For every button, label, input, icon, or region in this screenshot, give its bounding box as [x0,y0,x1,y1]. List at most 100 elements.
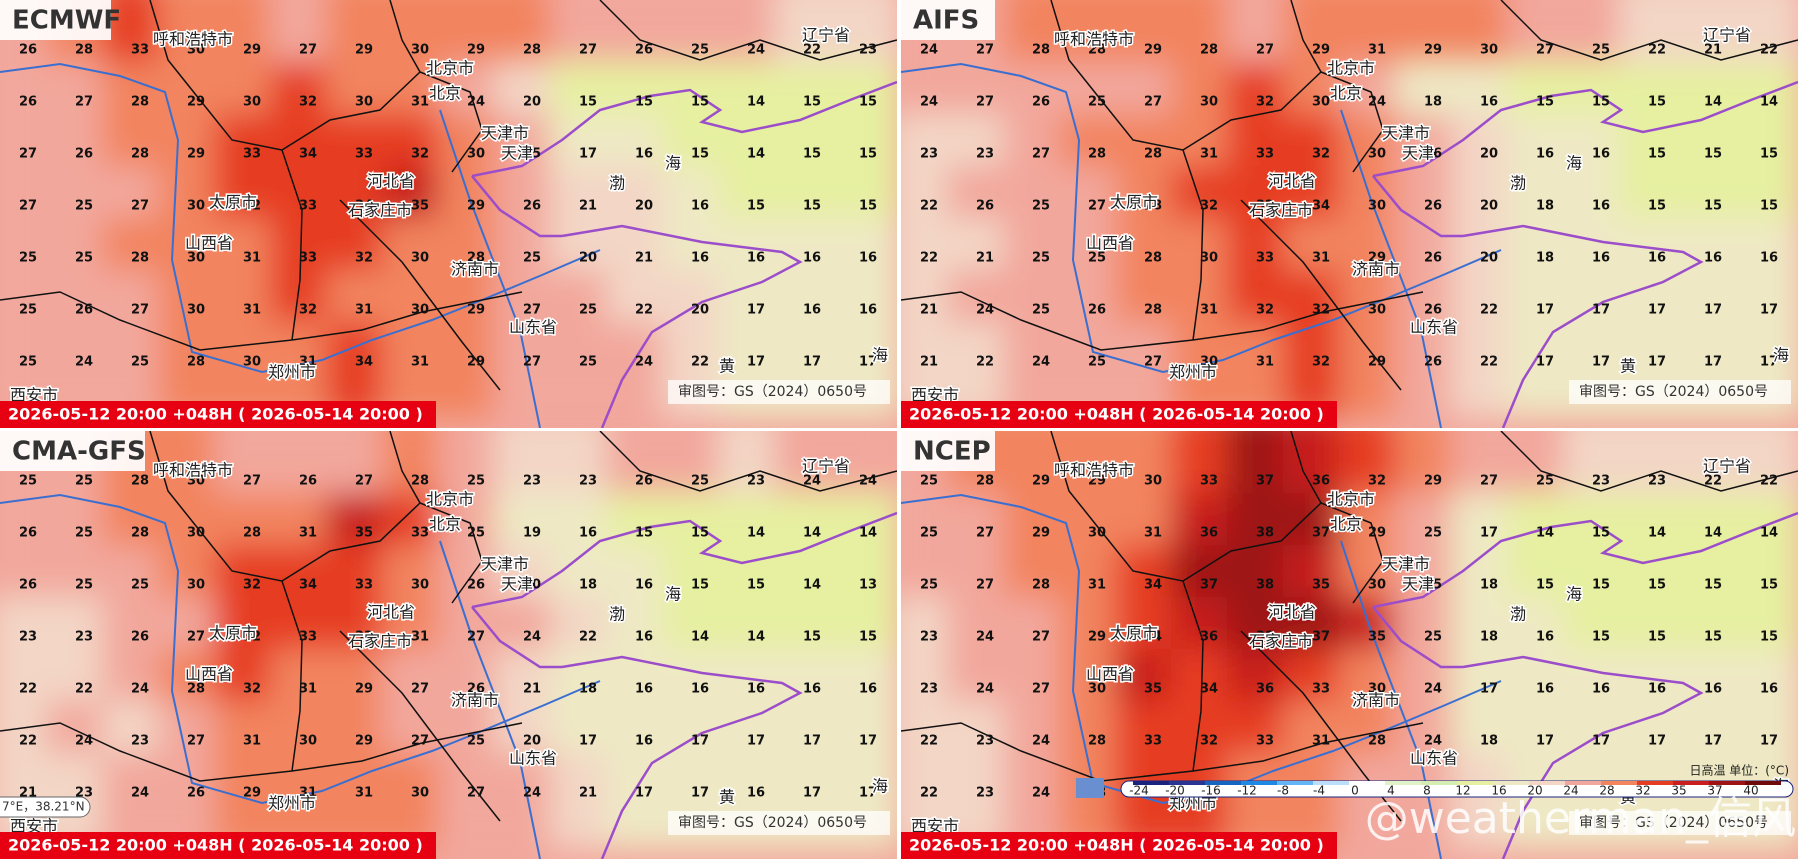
temperature-label: 27 [1032,682,1050,697]
place-label: 河北省 [1268,172,1316,191]
temperature-label: 15 [1648,630,1666,645]
place-label: 济南市 [1352,691,1400,710]
temperature-label: 33 [1200,474,1218,489]
temperature-label: 29 [187,147,205,162]
province-border [1240,199,1402,391]
province-border [901,291,1424,351]
temperature-label: 33 [1144,734,1162,749]
place-label: 海 [665,154,681,173]
place-label: 西安市 [911,817,959,836]
temperature-label: 15 [579,95,597,110]
temperature-label: 15 [747,199,765,214]
legend-swatch [1349,781,1385,785]
place-label: 海 [1566,585,1582,604]
province-border [149,431,303,772]
legend-swatch [1205,781,1241,785]
place-label: 西安市 [10,386,58,405]
temperature-label: 26 [1424,303,1442,318]
temperature-label: 30 [411,251,429,266]
temperature-label: 28 [131,95,149,110]
temperature-label: 27 [976,43,994,58]
temperature-label: 20 [691,303,709,318]
place-label: 天津市 [481,124,529,143]
temperature-label: 24 [131,786,149,801]
temperature-label: 25 [467,526,485,541]
province-border [1050,0,1204,341]
temperature-label: 37 [1200,578,1218,593]
temperature-label: 14 [1536,526,1554,541]
temperature-label: 25 [1032,303,1050,318]
temperature-label: 16 [1536,630,1554,645]
temperature-label: 25 [75,251,93,266]
legend-swatch [1745,781,1781,785]
temperature-label: 16 [1480,95,1498,110]
legend-swatch [1709,781,1745,785]
legend-level: -12 [1237,784,1257,798]
temperature-label: 26 [299,474,317,489]
place-label: 北京市 [426,490,474,509]
temperature-label: 29 [467,43,485,58]
temperature-label: 27 [355,474,373,489]
legend-swatch [1565,781,1601,785]
temperature-label: 15 [1592,630,1610,645]
temperature-label: 29 [1368,355,1386,370]
title-box [0,0,111,40]
temperature-label: 30 [299,734,317,749]
temperature-label: 33 [299,630,317,645]
temperature-label: 27 [523,355,541,370]
temperature-label: 30 [1200,95,1218,110]
province-border [1050,431,1204,772]
province-border [1500,0,1798,61]
temperature-label: 34 [1312,199,1330,214]
temperature-label: 31 [243,251,261,266]
coastline [471,175,562,238]
province-border [0,291,523,351]
temperature-label: 22 [579,630,597,645]
temperature-label: 16 [1536,147,1554,162]
temperature-label: 30 [187,199,205,214]
place-label: 山西省 [1086,665,1134,684]
legend-swatch [1529,781,1565,785]
province-border [339,630,501,822]
province-border [389,431,483,604]
temperature-label: 22 [1760,474,1778,489]
temperature-label: 22 [691,355,709,370]
temperature-label: 19 [523,526,541,541]
temperature-label: 17 [635,786,653,801]
temperature-label: 23 [1592,474,1610,489]
legend-level: 32 [1635,784,1650,798]
panel-body: 26 28 33 30 29 27 29 30 29 28 27 26 25 24 22 23 26 27 28 29… [0,0,897,428]
temperature-label: 29 [1368,526,1386,541]
temperature-label: 23 [976,147,994,162]
temperature-label: 30 [1088,682,1106,697]
temperature-label: 17 [579,734,597,749]
temperature-label: 21 [976,251,994,266]
temperature-label: 26 [1032,95,1050,110]
temperature-label: 32 [1200,199,1218,214]
temperature-label: 30 [1368,147,1386,162]
time-bar [0,832,436,859]
temperature-label: 33 [355,147,373,162]
temperature-label: 31 [1088,578,1106,593]
review-box [1569,380,1791,404]
temperature-label: 15 [1648,578,1666,593]
temperature-label: 25 [467,734,485,749]
temperature-label: 16 [635,734,653,749]
temperature-label: 26 [1424,199,1442,214]
temperature-label: 25 [19,251,37,266]
temperature-label: 29 [467,355,485,370]
coastline [1462,224,1704,428]
temperature-label: 22 [19,734,37,749]
place-label: 郑州市 [1169,363,1217,382]
legend-level: 4 [1387,784,1395,798]
temperature-label: 30 [1368,682,1386,697]
temperature-label: 25 [691,474,709,489]
legend-swatch [1385,781,1421,785]
temperature-label: 20 [523,95,541,110]
temperature-label: 24 [920,43,938,58]
forecast-time: 2026-05-12 20:00 +048H ( 2026-05-14 20:0… [8,836,423,855]
legend-button[interactable] [1076,778,1104,798]
temperature-label: 26 [1424,147,1442,162]
place-label: 山东省 [1410,318,1458,337]
temperature-label: 27 [1032,630,1050,645]
